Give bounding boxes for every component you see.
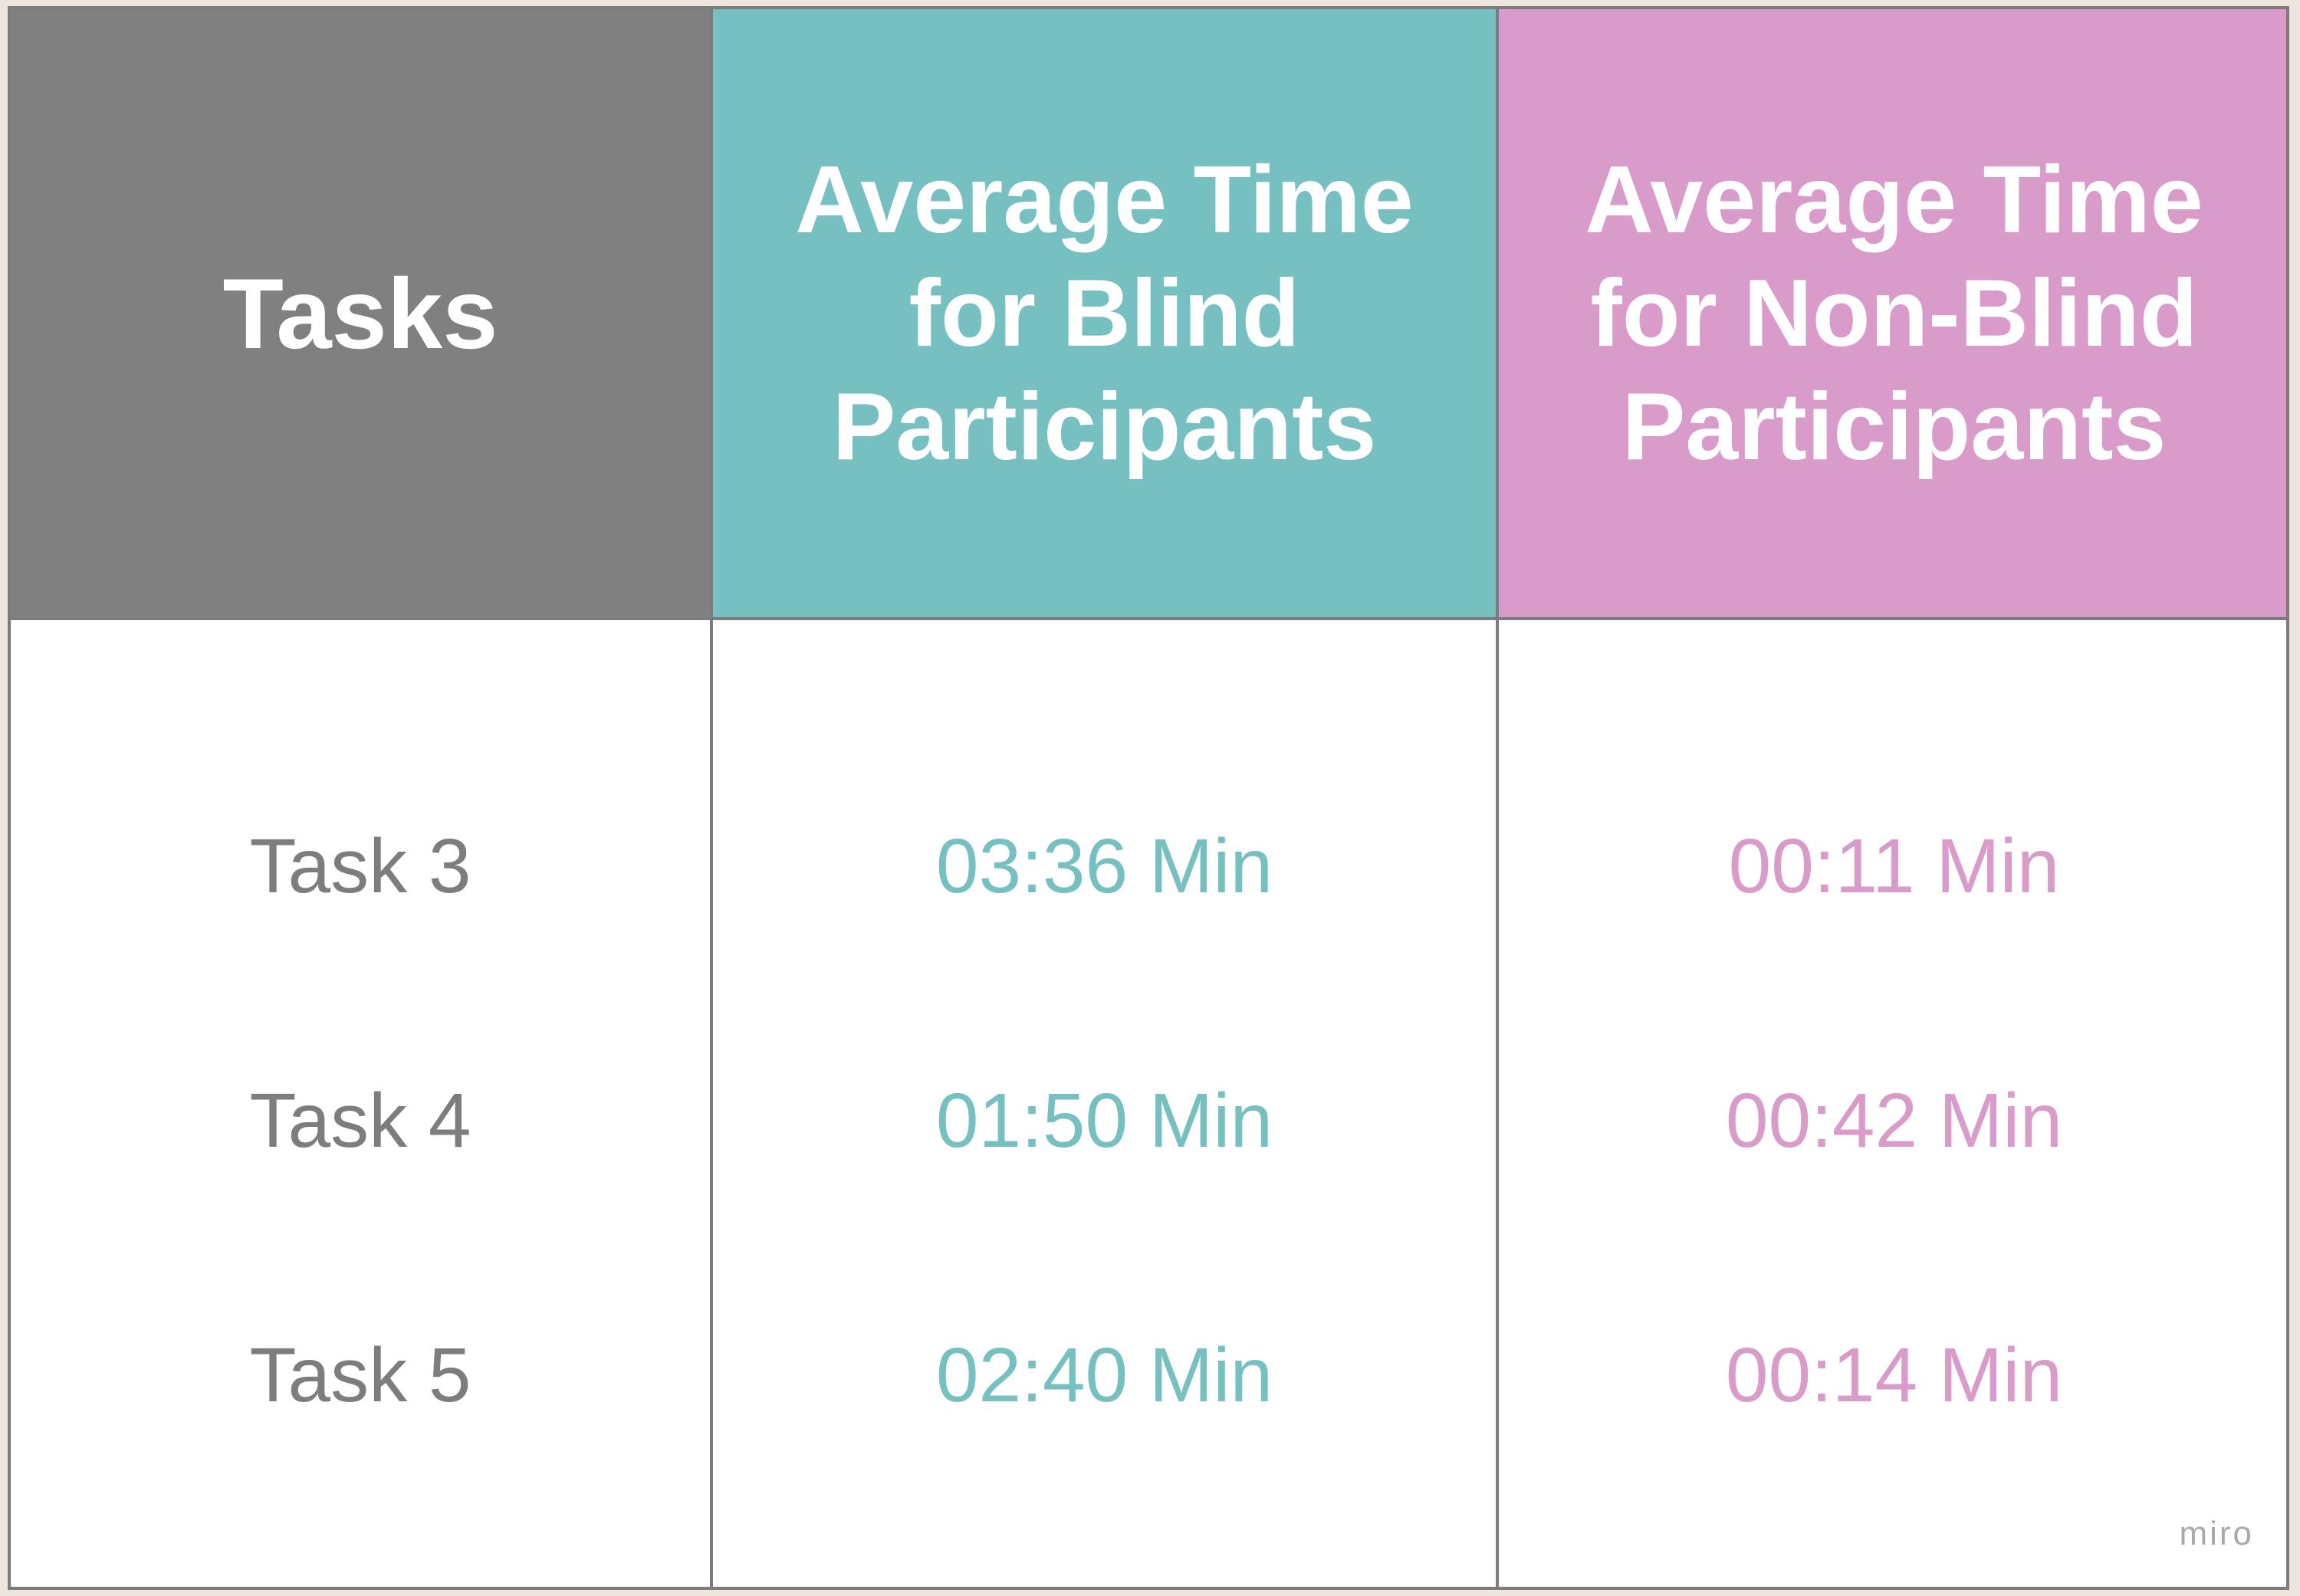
non-blind-time-cell: 00:11 Min — [1728, 823, 2060, 909]
column-divider — [1496, 620, 1499, 1587]
header-blind-label: Average Time for Blind Participants — [795, 146, 1414, 480]
blind-time-cell: 02:40 Min — [935, 1332, 1273, 1418]
header-blind-participants: Average Time for Blind Participants — [710, 9, 1496, 617]
non-blind-time-cell: 00:42 Min — [1725, 1077, 2063, 1164]
header-tasks: Tasks — [11, 9, 710, 617]
task-cell: Task 3 — [249, 823, 472, 909]
header-tasks-label: Tasks — [222, 257, 498, 369]
header-non-blind-participants: Average Time for Non-Blind Participants — [1496, 9, 2286, 617]
header-non-blind-label: Average Time for Non-Blind Participants — [1585, 146, 2203, 480]
non-blind-time-cell: 00:14 Min — [1725, 1332, 2063, 1418]
task-cell: Task 5 — [249, 1332, 472, 1418]
header-divider — [11, 617, 2286, 620]
results-table: Tasks Average Time for Blind Participant… — [8, 6, 2289, 1590]
blind-time-cell: 03:36 Min — [935, 823, 1273, 909]
task-cell: Task 4 — [249, 1077, 472, 1164]
column-divider — [710, 620, 713, 1587]
miro-watermark: miro — [2179, 1515, 2254, 1552]
blind-time-cell: 01:50 Min — [935, 1077, 1273, 1164]
